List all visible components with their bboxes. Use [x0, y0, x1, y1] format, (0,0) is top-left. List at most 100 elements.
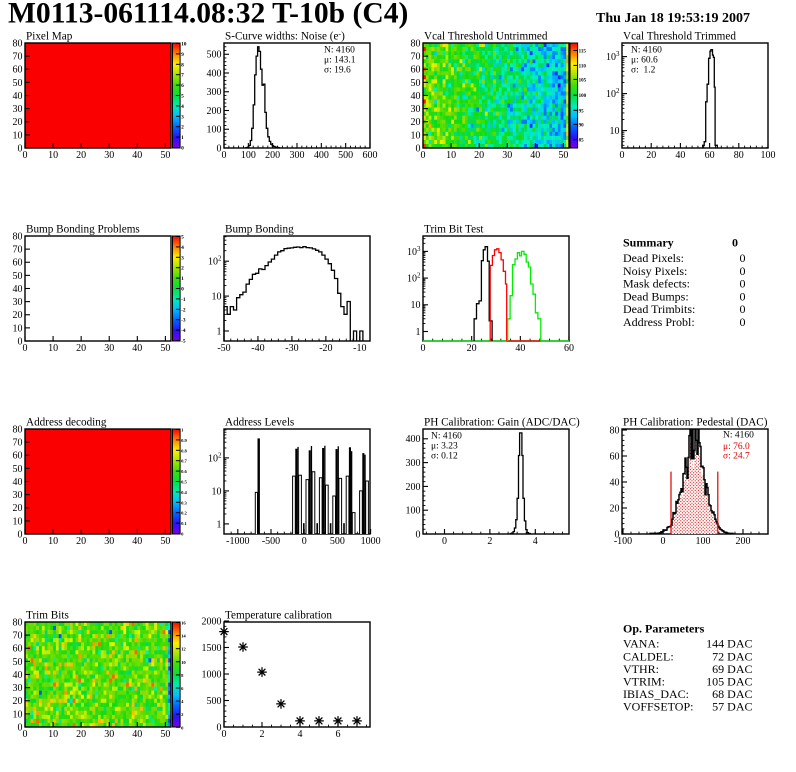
- svg-text:0: 0: [442, 536, 447, 547]
- svg-text:0: 0: [181, 725, 184, 730]
- svg-text:80: 80: [13, 617, 23, 628]
- svg-text:0: 0: [181, 532, 184, 537]
- svg-text:30: 30: [411, 104, 421, 115]
- svg-text:VANA:: VANA:: [623, 637, 659, 651]
- svg-text:50: 50: [160, 729, 170, 740]
- svg-text:20: 20: [76, 536, 86, 547]
- svg-text:10: 10: [610, 126, 620, 137]
- svg-text:0.5: 0.5: [181, 480, 187, 485]
- svg-text:500: 500: [207, 50, 222, 61]
- svg-text:100: 100: [696, 536, 711, 547]
- svg-text:Address Levels: Address Levels: [225, 417, 294, 429]
- svg-text:10: 10: [13, 709, 23, 720]
- svg-text:40: 40: [13, 284, 23, 295]
- svg-text:60: 60: [411, 65, 421, 76]
- svg-text:Bump Bonding Problems: Bump Bonding Problems: [26, 224, 140, 236]
- svg-text:40: 40: [132, 150, 142, 161]
- svg-text:20: 20: [76, 343, 86, 354]
- svg-text:0: 0: [217, 722, 222, 733]
- svg-text:σ: 1.2: σ: 1.2: [631, 66, 656, 76]
- svg-text:40: 40: [411, 91, 421, 102]
- svg-text:2: 2: [260, 729, 265, 740]
- svg-text:5: 5: [181, 94, 184, 100]
- svg-text:1: 1: [416, 327, 421, 338]
- svg-text:4: 4: [533, 536, 538, 547]
- svg-text:3: 3: [181, 114, 184, 120]
- svg-text:0: 0: [421, 343, 426, 354]
- svg-text:Pixel Map: Pixel Map: [26, 31, 73, 43]
- svg-text:S-Curve widths: Noise (e-): S-Curve widths: Noise (e-): [225, 30, 345, 43]
- svg-text:-3: -3: [181, 318, 186, 324]
- svg-text:10: 10: [411, 300, 421, 311]
- svg-text:95: 95: [579, 109, 585, 114]
- svg-text:40: 40: [132, 536, 142, 547]
- svg-text:Noisy Pixels:: Noisy Pixels:: [623, 264, 687, 278]
- svg-text:20: 20: [13, 310, 23, 321]
- svg-text:20: 20: [76, 729, 86, 740]
- svg-text:Trim Bits: Trim Bits: [26, 610, 69, 622]
- svg-text:-500: -500: [262, 536, 280, 547]
- svg-text:VOFFSETOP:: VOFFSETOP:: [623, 700, 693, 714]
- svg-text:10: 10: [48, 150, 58, 161]
- svg-text:0.9: 0.9: [181, 438, 187, 443]
- svg-text:-1: -1: [181, 297, 186, 303]
- svg-text:Temperature calibration: Temperature calibration: [225, 610, 332, 622]
- svg-text:σ: 19.6: σ: 19.6: [324, 66, 351, 76]
- svg-text:100: 100: [207, 125, 222, 136]
- svg-text:20: 20: [474, 150, 484, 161]
- svg-text:60: 60: [705, 150, 715, 161]
- svg-text:σ: 24.7: σ: 24.7: [723, 452, 750, 462]
- svg-text:10: 10: [446, 150, 456, 161]
- svg-text:300: 300: [406, 458, 421, 469]
- svg-text:57 DAC: 57 DAC: [712, 700, 752, 714]
- svg-text:2000: 2000: [202, 616, 222, 627]
- svg-text:14: 14: [181, 634, 186, 639]
- svg-text:10: 10: [411, 130, 421, 141]
- svg-text:4: 4: [181, 245, 184, 251]
- svg-text:Bump Bonding: Bump Bonding: [225, 224, 294, 236]
- svg-text:50: 50: [411, 78, 421, 89]
- svg-text:2: 2: [487, 536, 492, 547]
- svg-text:80: 80: [13, 231, 23, 242]
- svg-text:50: 50: [13, 657, 23, 668]
- svg-text:60: 60: [13, 258, 23, 269]
- svg-text:-1000: -1000: [226, 536, 249, 547]
- svg-text:500: 500: [338, 150, 353, 161]
- svg-text:500: 500: [330, 536, 345, 547]
- svg-text:40: 40: [13, 670, 23, 681]
- svg-text:-10: -10: [353, 343, 366, 354]
- svg-text:0: 0: [23, 150, 28, 161]
- svg-text:2: 2: [181, 125, 184, 131]
- svg-text:60: 60: [13, 451, 23, 462]
- svg-text:-5: -5: [181, 339, 186, 345]
- svg-text:400: 400: [406, 434, 421, 445]
- svg-text:σ: 0.12: σ: 0.12: [431, 452, 458, 462]
- svg-text:1: 1: [217, 326, 222, 337]
- svg-text:-40: -40: [251, 343, 264, 354]
- svg-text:0: 0: [615, 529, 620, 540]
- svg-text:20: 20: [646, 150, 656, 161]
- svg-text:0: 0: [740, 277, 746, 291]
- svg-text:0: 0: [18, 143, 23, 154]
- svg-text:0: 0: [416, 143, 421, 154]
- svg-text:20: 20: [13, 117, 23, 128]
- svg-text:105 DAC: 105 DAC: [706, 675, 752, 689]
- svg-text:10: 10: [13, 130, 23, 141]
- svg-text:30: 30: [104, 150, 114, 161]
- svg-text:500: 500: [207, 696, 222, 707]
- svg-text:10: 10: [181, 42, 187, 48]
- svg-text:70: 70: [411, 52, 421, 63]
- svg-text:16: 16: [181, 621, 186, 626]
- svg-text:30: 30: [104, 343, 114, 354]
- svg-text:1: 1: [217, 519, 222, 530]
- svg-text:VTHR:: VTHR:: [623, 662, 659, 676]
- svg-text:6: 6: [181, 83, 184, 89]
- svg-text:70: 70: [13, 438, 23, 449]
- svg-text:8: 8: [181, 673, 184, 678]
- svg-text:0.6: 0.6: [181, 469, 187, 474]
- svg-text:200: 200: [207, 106, 222, 117]
- svg-text:40: 40: [132, 729, 142, 740]
- svg-text:12: 12: [181, 647, 186, 652]
- svg-text:50: 50: [13, 78, 23, 89]
- svg-text:10: 10: [48, 536, 58, 547]
